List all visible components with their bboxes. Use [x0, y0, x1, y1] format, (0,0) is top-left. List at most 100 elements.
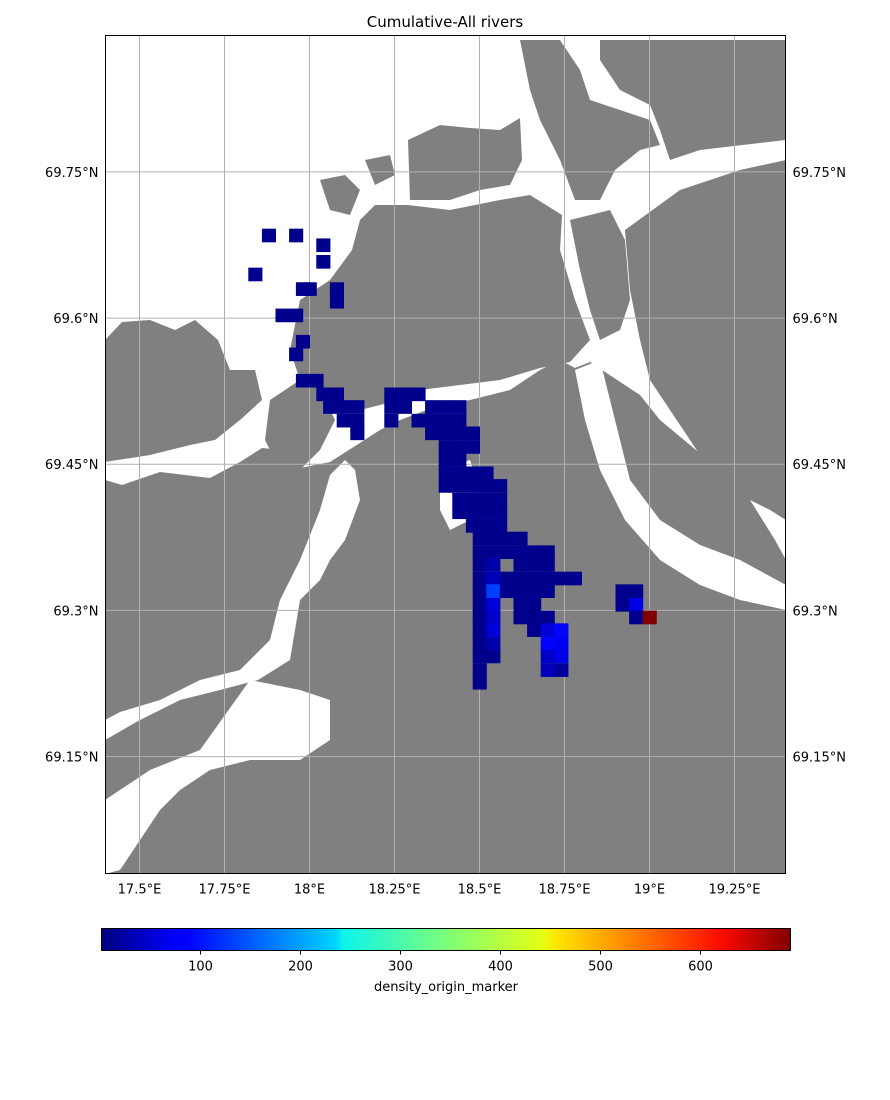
lat-tick-label-right: 69.6°N — [793, 312, 838, 327]
density-cell — [452, 479, 467, 493]
colorbar-tick-label: 100 — [188, 960, 213, 975]
density-cell — [486, 531, 501, 546]
density-cell — [438, 466, 453, 481]
channel-southeast — [575, 360, 786, 610]
density-cell — [540, 623, 555, 637]
density-cell — [465, 426, 480, 441]
density-cell — [486, 636, 501, 651]
density-cell — [350, 413, 365, 428]
density-cell — [472, 545, 487, 560]
density-cell — [486, 623, 501, 637]
density-cell — [527, 610, 542, 625]
colorbar-ticks: 100 200 300 400 500 600 — [188, 950, 713, 975]
density-cell — [567, 571, 582, 586]
density-cell — [472, 623, 487, 637]
density-cell — [465, 440, 480, 454]
land-central-east — [570, 210, 630, 340]
density-cell — [452, 413, 467, 428]
density-cell — [499, 571, 514, 586]
land-island-north — [408, 118, 522, 200]
density-cell — [302, 282, 317, 296]
channel-southwest — [105, 460, 360, 740]
density-cell — [323, 400, 338, 414]
lat-tick-label-left: 69.15°N — [45, 751, 98, 766]
density-cell — [452, 440, 467, 454]
density-cell — [472, 663, 487, 677]
density-cell — [384, 400, 399, 414]
density-cell — [479, 492, 494, 507]
density-cell — [493, 492, 508, 507]
density-cell — [316, 254, 331, 269]
channel-south — [105, 680, 330, 874]
density-cell — [540, 663, 555, 677]
density-cell — [329, 387, 344, 402]
density-cell — [425, 413, 440, 428]
density-cell — [540, 545, 555, 560]
lat-tick-label-left: 69.6°N — [53, 312, 98, 327]
density-cell — [316, 387, 331, 402]
density-cell — [465, 466, 480, 481]
lon-tick-label: 18.25°E — [369, 883, 421, 898]
density-cell — [425, 426, 440, 441]
density-cell — [499, 584, 514, 598]
map-frame — [105, 35, 786, 874]
density-cell — [540, 610, 555, 625]
colorbar — [101, 928, 791, 951]
density-cell — [493, 519, 508, 533]
density-cell — [411, 387, 426, 402]
density-cell — [513, 597, 528, 612]
density-cell — [629, 597, 644, 612]
colorbar-tick-label: 200 — [288, 960, 313, 975]
density-cell — [554, 636, 569, 651]
lon-tick-label: 19.25°E — [709, 883, 761, 898]
density-cell — [329, 282, 344, 296]
lat-tick-label-left: 69.45°N — [45, 458, 98, 473]
lon-tick-label: 18.75°E — [539, 883, 591, 898]
density-cell — [615, 584, 630, 598]
density-cell — [336, 413, 351, 428]
density-cell — [438, 400, 453, 414]
density-cell — [472, 649, 487, 664]
density-cell — [452, 466, 467, 481]
density-cell — [527, 597, 542, 612]
colorbar-tick-label: 300 — [388, 960, 413, 975]
land-east — [600, 40, 786, 160]
land-east-lower — [625, 160, 786, 520]
lat-tick-label-right: 69.75°N — [793, 166, 846, 181]
density-cell — [527, 558, 542, 572]
density-cell — [275, 308, 290, 323]
density-cell — [465, 479, 480, 493]
density-cell — [513, 558, 528, 572]
density-cell — [397, 387, 412, 402]
density-cell — [452, 400, 467, 414]
density-cell — [452, 452, 467, 467]
gridlines — [105, 35, 786, 874]
density-cell — [486, 545, 501, 560]
lon-tick-label: 17.5°E — [118, 883, 162, 898]
colorbar-label: density_origin_marker — [374, 980, 519, 995]
density-cell — [486, 597, 501, 612]
density-cell — [425, 400, 440, 414]
lat-tick-label-right: 69.3°N — [793, 604, 838, 619]
land-islet-1 — [320, 175, 360, 215]
density-cell — [472, 584, 487, 598]
lat-tick-label-right: 69.15°N — [793, 751, 846, 766]
density-cell — [540, 571, 555, 586]
density-cell — [438, 413, 453, 428]
lon-tick-label: 18°E — [294, 883, 325, 898]
density-cell — [493, 479, 508, 493]
density-cell — [499, 531, 514, 546]
density-cell — [554, 623, 569, 637]
colorbar-tick-label: 600 — [688, 960, 713, 975]
density-cell — [554, 663, 569, 677]
colorbar-tick-label: 400 — [488, 960, 513, 975]
map-area — [105, 35, 786, 874]
density-cell — [486, 558, 501, 572]
lon-ticks: 17.5°E 17.75°E 18°E 18.25°E 18.5°E 18.75°E 19°… — [118, 883, 761, 898]
land-island-west — [105, 320, 262, 462]
lat-tick-label-right: 69.45°N — [793, 458, 846, 473]
density-cell — [384, 387, 399, 402]
density-cell — [438, 440, 453, 454]
density-cell — [493, 505, 508, 520]
